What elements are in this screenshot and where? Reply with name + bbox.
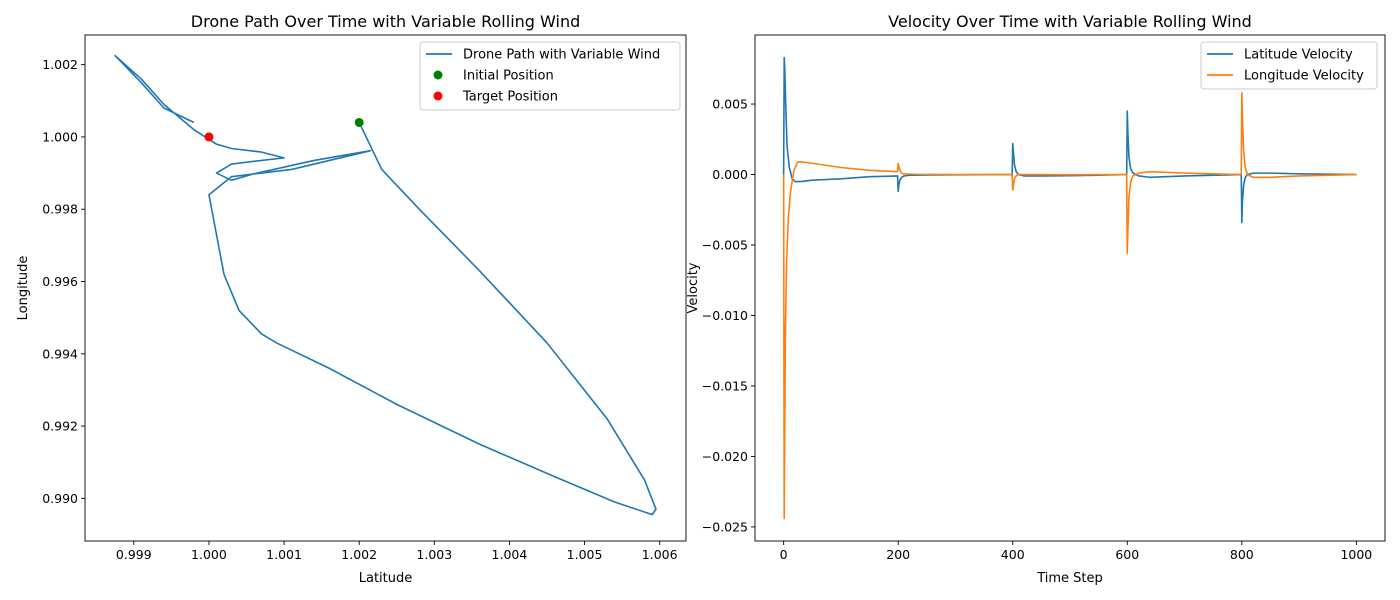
legend-label: Drone Path with Variable Wind <box>463 48 660 63</box>
x-tick-label: 1.000 <box>191 547 227 562</box>
x-axis-label: Latitude <box>359 571 413 586</box>
series-line-latitude-velocity <box>782 56 1357 224</box>
y-tick-label: −0.015 <box>702 378 748 393</box>
legend-marker <box>433 70 443 80</box>
x-tick-label: 400 <box>1001 547 1025 562</box>
legend: Drone Path with Variable Wind Initial Pos… <box>419 41 681 111</box>
series-line-longitude-velocity <box>782 91 1357 520</box>
series-line-drone-path-with-variable-wind <box>114 54 657 516</box>
chart-title: Velocity Over Time with Variable Rolling… <box>888 12 1252 31</box>
y-tick-label: −0.010 <box>702 308 748 323</box>
y-tick-label: 0.990 <box>42 491 78 506</box>
chart-1: Drone Path Over Time with Variable Rolli… <box>16 12 687 586</box>
scatter-point-initial-position <box>354 117 364 127</box>
x-tick-label: 800 <box>1230 547 1254 562</box>
legend-frame <box>419 41 681 111</box>
axes-frame <box>84 34 687 542</box>
x-axis-label: Time Step <box>1036 571 1103 586</box>
x-tick-label: 1000 <box>1340 547 1372 562</box>
legend-label: Longitude Velocity <box>1244 69 1364 84</box>
y-tick-label: 1.002 <box>42 57 78 72</box>
legend: Latitude Velocity Longitude Velocity <box>1200 41 1378 90</box>
y-tick-label: −0.020 <box>702 449 748 464</box>
legend-frame <box>1200 41 1378 90</box>
x-tick-label: 0 <box>780 547 788 562</box>
y-tick-label: 0.996 <box>42 274 78 289</box>
legend-label: Target Position <box>462 90 558 105</box>
y-tick-label: 0.992 <box>42 419 78 434</box>
y-tick-label: 0.998 <box>42 202 78 217</box>
y-axis-label: Velocity <box>686 262 701 313</box>
y-axis-label: Longitude <box>16 256 31 321</box>
legend-label: Latitude Velocity <box>1244 48 1353 63</box>
x-tick-label: 1.002 <box>341 547 377 562</box>
chart-title: Drone Path Over Time with Variable Rolli… <box>191 12 580 31</box>
x-tick-label: 0.999 <box>116 547 152 562</box>
plot-area <box>114 54 657 516</box>
axes-frame <box>754 34 1386 542</box>
legend-label: Initial Position <box>463 69 554 84</box>
y-tick-label: 0.005 <box>712 97 748 112</box>
plot-area <box>782 56 1357 520</box>
x-tick-label: 1.006 <box>642 547 678 562</box>
y-tick-label: −0.025 <box>702 519 748 534</box>
y-tick-label: 0.000 <box>712 167 748 182</box>
scatter-point-target-position <box>204 132 214 142</box>
x-tick-label: 1.001 <box>266 547 302 562</box>
x-tick-label: 600 <box>1115 547 1139 562</box>
legend-marker <box>433 91 443 101</box>
x-tick-label: 200 <box>886 547 910 562</box>
y-tick-label: −0.005 <box>702 238 748 253</box>
chart-2: Velocity Over Time with Variable Rolling… <box>686 12 1386 586</box>
x-tick-label: 1.003 <box>416 547 452 562</box>
y-tick-label: 1.000 <box>42 129 78 144</box>
x-tick-label: 1.004 <box>492 547 528 562</box>
y-tick-label: 0.994 <box>42 346 78 361</box>
x-tick-label: 1.005 <box>567 547 603 562</box>
